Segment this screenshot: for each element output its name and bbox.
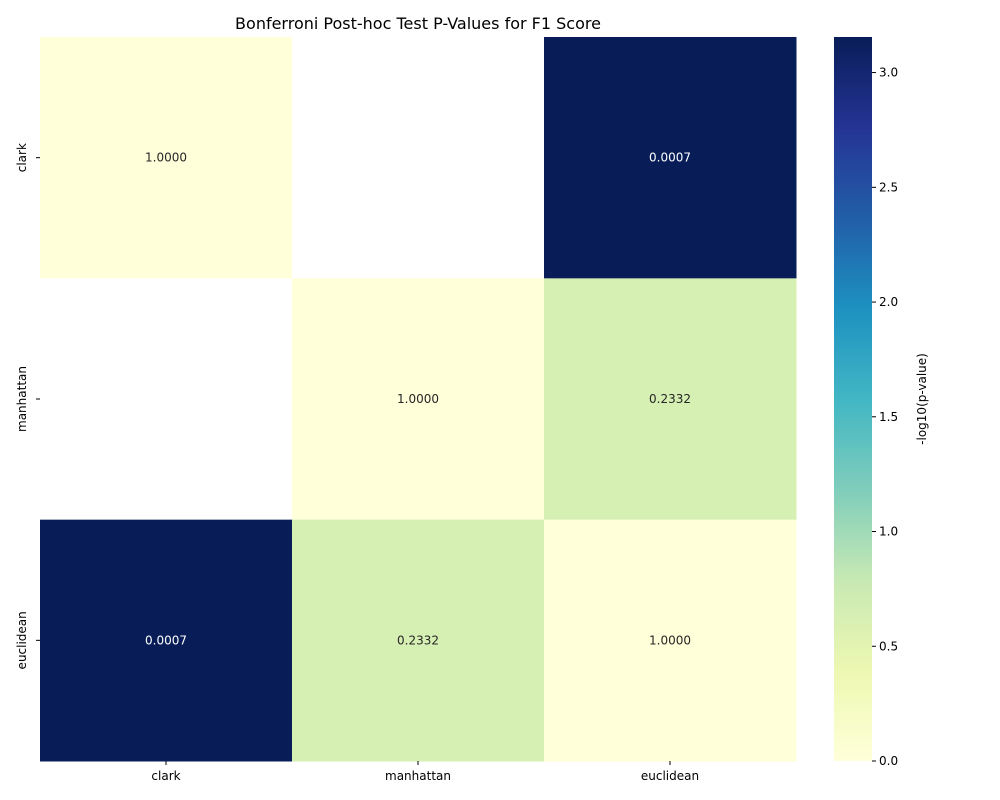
heatmap-cell <box>544 519 797 762</box>
x-tick-label: clark <box>151 769 180 783</box>
colorbar-tick-label: 2.0 <box>879 295 898 309</box>
x-tick-label: manhattan <box>385 769 451 783</box>
heatmap-cell <box>544 37 797 279</box>
chart-title: Bonferroni Post-hoc Test P-Values for F1… <box>235 14 601 33</box>
heatmap-cells: 1.0000 0.0007 1.0000 0.2332 0.0007 0.2332 1.00… <box>40 37 797 762</box>
cell-value-label: 0.2332 <box>397 633 439 647</box>
heatmap-cell <box>40 278 293 521</box>
x-axis: clark manhattan euclidean <box>151 761 699 783</box>
heatmap-cell <box>292 37 545 279</box>
heatmap-cell <box>40 519 293 762</box>
colorbar-tick-label: 1.0 <box>879 525 898 539</box>
colorbar-label: -log10(p-value) <box>915 353 929 445</box>
cell-value-label: 1.0000 <box>397 392 439 406</box>
colorbar-tick-label: 1.5 <box>879 410 898 424</box>
cell-value-label: 0.2332 <box>649 392 691 406</box>
heatmap-cell <box>544 278 797 521</box>
cell-value-label: 1.0000 <box>649 633 691 647</box>
y-tick-label: clark <box>15 143 29 172</box>
heatmap-cell <box>292 519 545 762</box>
colorbar-gradient <box>834 37 872 761</box>
cell-value-label: 1.0000 <box>145 151 187 165</box>
heatmap-cell <box>292 278 545 521</box>
colorbar-tick-label: 0.0 <box>879 754 898 768</box>
y-axis: clark manhattan euclidean <box>15 143 40 669</box>
cell-value-label: 0.0007 <box>145 633 187 647</box>
cell-value-label: 0.0007 <box>649 151 691 165</box>
colorbar-tick-label: 3.0 <box>879 66 898 80</box>
heatmap-cell <box>40 37 293 279</box>
colorbar-tick-label: 2.5 <box>879 180 898 194</box>
colorbar-tick-label: 0.5 <box>879 639 898 653</box>
colorbar: 0.0 0.5 1.0 1.5 2.0 2.5 3.0 <box>834 37 898 768</box>
y-tick-label: euclidean <box>15 611 29 669</box>
x-tick-label: euclidean <box>641 769 699 783</box>
y-tick-label: manhattan <box>15 366 29 432</box>
